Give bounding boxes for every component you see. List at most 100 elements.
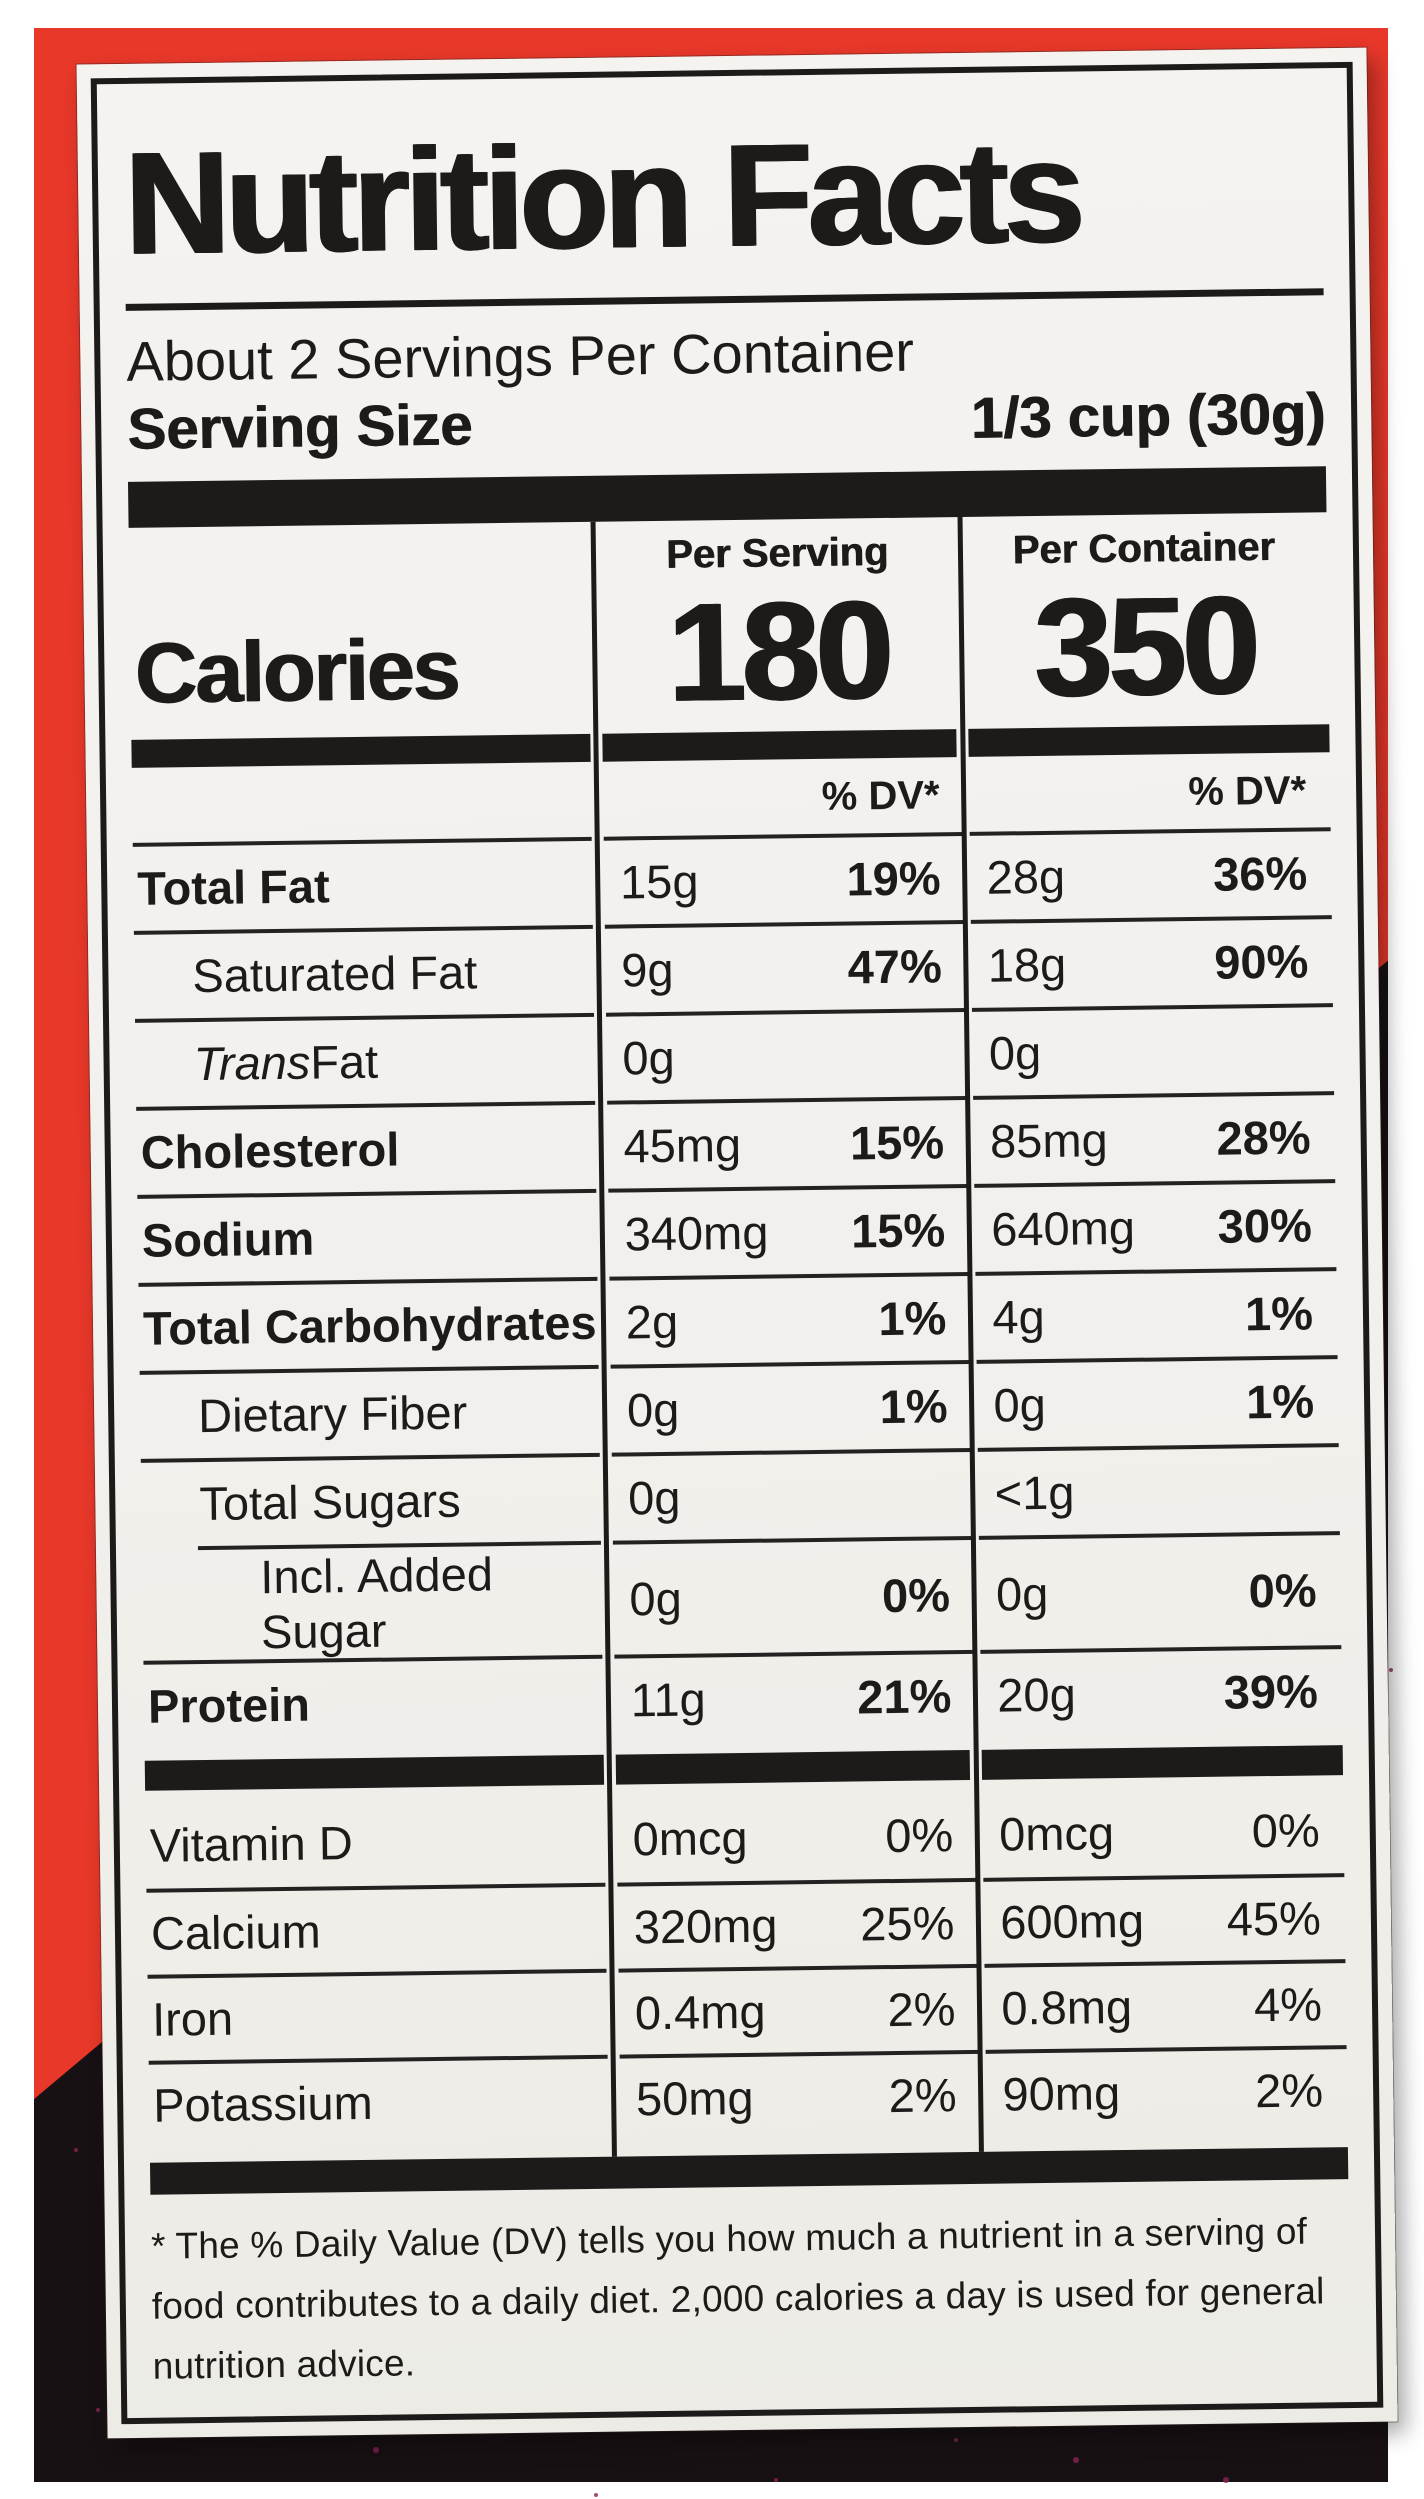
- nutrient-name: Cholesterol: [136, 1100, 597, 1195]
- dv-header-container: % DV*: [1187, 768, 1307, 814]
- amount: 15g: [619, 854, 699, 909]
- per-container-cell: 0mcg 0%: [983, 1787, 1345, 1878]
- amount: 9g: [620, 942, 674, 997]
- per-container-cell: 28g 36%: [970, 826, 1332, 920]
- amount: 4g: [992, 1290, 1046, 1344]
- nutrient-name: Trans Fat: [135, 1012, 595, 1107]
- amount: 0g: [626, 1382, 680, 1437]
- amount: 90mg: [1002, 2066, 1121, 2121]
- amount: 11g: [630, 1672, 707, 1727]
- nutrient-name: Sodium: [137, 1188, 598, 1283]
- table-row: Potassium 50mg 2% 90mg 2%: [148, 2044, 1348, 2147]
- table-row: Calcium 320mg 25% 600mg 45%: [146, 1872, 1346, 1975]
- daily-value: 21%: [856, 1669, 952, 1724]
- amount: 0g: [622, 1030, 676, 1085]
- amount: 640mg: [990, 1200, 1136, 1256]
- divider-bar: [968, 723, 1330, 757]
- nutrient-name: Calcium: [146, 1882, 607, 1975]
- amount: 20g: [996, 1667, 1077, 1722]
- per-container-cell: 85mg 28%: [973, 1090, 1336, 1184]
- daily-value: 15%: [850, 1203, 946, 1258]
- dv-header-serving: % DV*: [821, 772, 940, 819]
- amount: 28g: [986, 849, 1066, 904]
- table-row: Cholesterol 45mg 15% 85mg 28%: [136, 1090, 1336, 1195]
- nutrition-table: Calories Per Serving Per Container 180 3…: [129, 512, 1348, 2162]
- per-container-cell: 0g 1%: [976, 1354, 1339, 1448]
- nutrient-name: Saturated Fat: [133, 924, 594, 1019]
- per-container-cell: 600mg 45%: [983, 1872, 1346, 1964]
- table-row: Vitamin D 0mcg 0% 0mcg 0%: [145, 1787, 1344, 1889]
- daily-value: 0%: [1248, 1563, 1317, 1618]
- daily-value: 2%: [1254, 2063, 1324, 2118]
- divider-bar: [615, 1749, 971, 1785]
- table-row: Incl. Added Sugar 0g 0% 0g 0%: [142, 1530, 1342, 1661]
- daily-value: 4%: [1253, 1977, 1323, 2032]
- daily-value: 1%: [1244, 1286, 1314, 1341]
- per-container-cell: 0g 0%: [979, 1530, 1342, 1650]
- per-serving-cell: 2g 1%: [609, 1271, 971, 1365]
- table-row: Sodium 340mg 15% 640mg 30%: [137, 1178, 1337, 1283]
- daily-value: 2%: [887, 1982, 956, 2037]
- calories-per-serving-value: 180: [666, 570, 891, 731]
- divider-bar: [982, 1744, 1343, 1780]
- amount: 0g: [993, 1378, 1047, 1432]
- amount: 45mg: [623, 1118, 742, 1173]
- per-container-cell: 90mg 2%: [985, 2044, 1348, 2136]
- per-serving-cell: 0g: [611, 1447, 974, 1541]
- calories-per-container-value: 350: [1033, 565, 1257, 726]
- daily-value: 47%: [847, 939, 943, 994]
- calories-label: Calories: [133, 621, 459, 722]
- label-content: Nutrition Facts About 2 Servings Per Con…: [97, 68, 1377, 2418]
- per-container-cell: 20g 39%: [980, 1644, 1343, 1738]
- daily-value: 2%: [888, 2068, 957, 2123]
- daily-value: 15%: [849, 1115, 945, 1170]
- daily-value: 90%: [1213, 934, 1309, 989]
- per-serving-cell: 340mg 15%: [608, 1183, 970, 1277]
- per-serving-cell: 0mcg 0%: [616, 1792, 978, 1883]
- amount: 320mg: [633, 1898, 778, 1954]
- amount: 0g: [995, 1567, 1049, 1621]
- footnote: * The % Daily Value (DV) tells you how m…: [150, 2210, 1325, 2387]
- per-container-cell: 4g 1%: [975, 1266, 1338, 1360]
- nutrient-name: Total Fat: [132, 836, 593, 931]
- table-row: Iron 0.4mg 2% 0.8mg 4%: [147, 1958, 1347, 2061]
- amount: 0g: [629, 1571, 683, 1626]
- nutrient-name: Vitamin D: [149, 1816, 354, 1872]
- table-row: Saturated Fat 9g 47% 18g 90%: [133, 914, 1333, 1019]
- per-serving-cell: 11g 21%: [614, 1649, 976, 1743]
- serving-size-row: Serving Size 1/3 cup (30g): [127, 380, 1326, 468]
- table-row: Total Sugars 0g <1g: [140, 1442, 1340, 1547]
- per-container-cell: 0g: [972, 1002, 1335, 1096]
- amount: 0mcg: [998, 1806, 1115, 1861]
- nutrient-name: Potassium: [148, 2054, 609, 2147]
- daily-value: 45%: [1226, 1891, 1322, 1946]
- daily-value: 0%: [881, 1568, 951, 1623]
- per-serving-cell: 320mg 25%: [617, 1877, 979, 1969]
- amount: 2g: [625, 1294, 679, 1349]
- per-serving-cell: 15g 19%: [603, 831, 966, 925]
- nutrient-name: Iron: [147, 1968, 608, 2061]
- divider-bar: [602, 728, 958, 762]
- amount: 0.4mg: [634, 1984, 766, 2040]
- amount: 50mg: [635, 2070, 754, 2126]
- divider-bar: [144, 1754, 604, 1791]
- empty-cell: [132, 777, 597, 828]
- title-divider-rule: [125, 288, 1324, 311]
- nutrition-facts-label: Nutrition Facts About 2 Servings Per Con…: [76, 47, 1398, 2439]
- amount: 0g: [988, 1026, 1042, 1080]
- package-speckles: [74, 2148, 78, 2152]
- per-container-header: Per Container: [1012, 524, 1276, 573]
- per-serving-cell: 9g 47%: [604, 919, 967, 1013]
- per-serving-cell: 0g: [605, 1007, 968, 1101]
- daily-value: 1%: [879, 1379, 948, 1434]
- table-row: Trans Fat 0g 0g: [135, 1002, 1335, 1107]
- serving-size-value: 1/3 cup (30g): [970, 381, 1326, 451]
- nutrient-name: Total Sugars: [140, 1452, 601, 1547]
- vitamin-rows: Vitamin D 0mcg 0% 0mcg 0% Calcium 320mg 25% 600m…: [145, 1787, 1348, 2147]
- per-serving-cell: 50mg 2%: [619, 2049, 982, 2141]
- nutrient-rows: Total Fat 15g 19% 28g 36% Saturated Fat 9g 47% 1…: [132, 826, 1343, 1749]
- per-serving-cell: 0g 0%: [612, 1535, 975, 1655]
- mid-divider-bars: [144, 1744, 1343, 1791]
- daily-value: 0%: [884, 1808, 954, 1863]
- daily-value: 1%: [878, 1291, 947, 1346]
